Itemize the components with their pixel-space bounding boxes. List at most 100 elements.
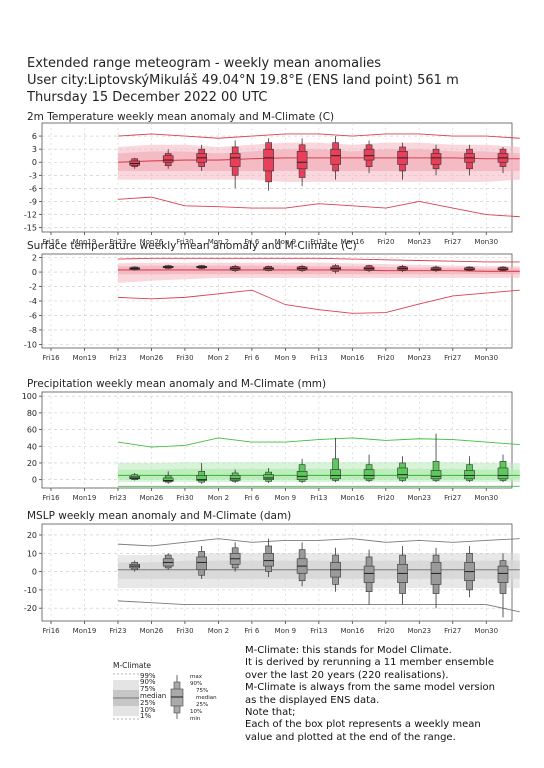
note-line: over the last 20 years (220 realisations…: [245, 669, 449, 681]
x-tick-label: Fri 6: [244, 354, 260, 362]
climate-line-99: [117, 257, 520, 263]
x-tick-label: Fri27: [444, 627, 461, 635]
box-plot: [296, 138, 308, 187]
legend-climate-label: 1%: [140, 712, 151, 720]
y-tick-label: -8: [29, 326, 37, 335]
box-plot: [330, 264, 341, 274]
box-plot: [497, 266, 509, 272]
box-25-75: [330, 148, 341, 165]
box-plot: [263, 538, 274, 578]
y-tick-label: -4: [29, 297, 37, 306]
x-tick-label: Mon16: [340, 494, 364, 502]
x-tick-label: Fri13: [310, 354, 327, 362]
box-plot: [397, 142, 408, 180]
note-line: Each of the box plot represents a weekly…: [245, 719, 481, 731]
box-plot: [196, 545, 207, 579]
x-tick-label: Mon 9: [275, 238, 296, 246]
legend-box-label: 25%: [196, 702, 208, 708]
y-tick-label: -3: [29, 171, 37, 180]
x-tick-label: Mon26: [140, 494, 164, 502]
x-tick-label: Mon30: [474, 238, 498, 246]
y-tick-label: -12: [24, 211, 37, 220]
box-plot: [162, 264, 174, 270]
box-25-75: [497, 565, 509, 583]
box-plot: [363, 264, 375, 273]
legend-box-label: 90%: [190, 681, 202, 687]
box-plot: [263, 265, 274, 272]
box-plot: [196, 144, 207, 171]
climate-line-99: [117, 133, 520, 139]
box-25-75: [497, 467, 509, 480]
climate-line-99: [117, 538, 520, 547]
y-tick-label: 0: [32, 158, 37, 167]
box-plot: [263, 467, 274, 483]
box-plot: [397, 456, 408, 483]
x-tick-label: Fri16: [42, 238, 60, 246]
x-tick-label: Fri 6: [244, 494, 260, 502]
y-tick-label: 2: [32, 254, 37, 263]
x-tick-label: Mon23: [407, 354, 431, 362]
box-plot: [196, 462, 207, 484]
climate-line-1: [117, 289, 520, 314]
y-tick-label: 60: [27, 426, 37, 435]
box-25-75: [430, 153, 442, 165]
box-25-75: [162, 477, 174, 482]
x-tick-label: Mon19: [73, 238, 97, 246]
legend-box-label: 75%: [196, 688, 208, 694]
x-tick-label: Mon 2: [208, 354, 229, 362]
box-plot: [397, 264, 408, 273]
x-tick-label: Fri16: [42, 627, 60, 635]
box-plot: [397, 545, 408, 605]
y-tick-label: -6: [29, 311, 37, 320]
y-tick-label: -10: [24, 586, 37, 595]
box-plot: [162, 471, 174, 484]
climate-band-25-75: [117, 468, 520, 480]
x-tick-label: Fri23: [109, 354, 126, 362]
chart-subtitle-location: User city:LiptovskýMikuláš 49.04°N 19.8°…: [27, 73, 459, 88]
y-tick-label: 10: [27, 549, 37, 558]
x-tick-label: Fri 6: [244, 627, 260, 635]
box-25-75: [263, 474, 274, 480]
box-25-75: [162, 155, 174, 163]
box-plot: [464, 144, 475, 176]
legend-climate-label: 99%: [140, 672, 156, 680]
panel-title-surface-temperature: Surface temperature weekly mean anomaly …: [27, 240, 357, 252]
legend-title: M-Climate: [113, 661, 151, 670]
x-tick-label: Fri 6: [244, 238, 260, 246]
y-tick-label: 40: [27, 442, 37, 451]
x-tick-label: Mon16: [340, 354, 364, 362]
box-plot: [430, 547, 442, 609]
box-plot: [296, 542, 308, 587]
y-tick-label: 20: [27, 531, 37, 540]
climate-line-99: [117, 437, 520, 448]
box-plot: [196, 264, 207, 270]
x-tick-label: Mon 2: [208, 494, 229, 502]
legend-climate-label: 25%: [140, 699, 156, 707]
box-25-75: [263, 148, 274, 172]
legend-climate-label: 90%: [140, 678, 156, 686]
panel-title-2m-temperature: 2m Temperature weekly mean anomaly and M…: [27, 111, 335, 123]
x-tick-label: Fri20: [377, 627, 394, 635]
legend-box-label: min: [190, 716, 201, 722]
box-25-75: [363, 565, 375, 583]
x-tick-label: Mon23: [407, 627, 431, 635]
x-tick-label: Fri20: [377, 238, 394, 246]
box-plot: [497, 454, 509, 483]
y-tick-label: -10: [24, 340, 37, 349]
box-plot: [464, 456, 475, 483]
y-tick-label: 100: [22, 392, 37, 401]
x-tick-label: Mon23: [407, 494, 431, 502]
y-tick-label: -2: [29, 283, 37, 292]
box-25-75: [263, 552, 274, 567]
y-tick-label: 3: [32, 145, 37, 154]
box-plot: [162, 149, 174, 169]
chart-panel-0: 6 3 0 -3 -6 -9 -12 -15 Fri16 Mon19 Fri23 Mon26 Fri30…: [24, 122, 520, 246]
x-tick-label: Fri30: [176, 354, 193, 362]
box-plot: [430, 265, 442, 273]
x-tick-label: Mon 9: [275, 354, 296, 362]
panel-title-precipitation: Precipitation weekly mean anomaly and M-…: [27, 378, 327, 390]
x-tick-label: Fri30: [176, 627, 193, 635]
x-tick-label: Fri16: [42, 354, 60, 362]
box-25-75: [397, 467, 408, 479]
x-tick-label: Mon30: [474, 627, 498, 635]
